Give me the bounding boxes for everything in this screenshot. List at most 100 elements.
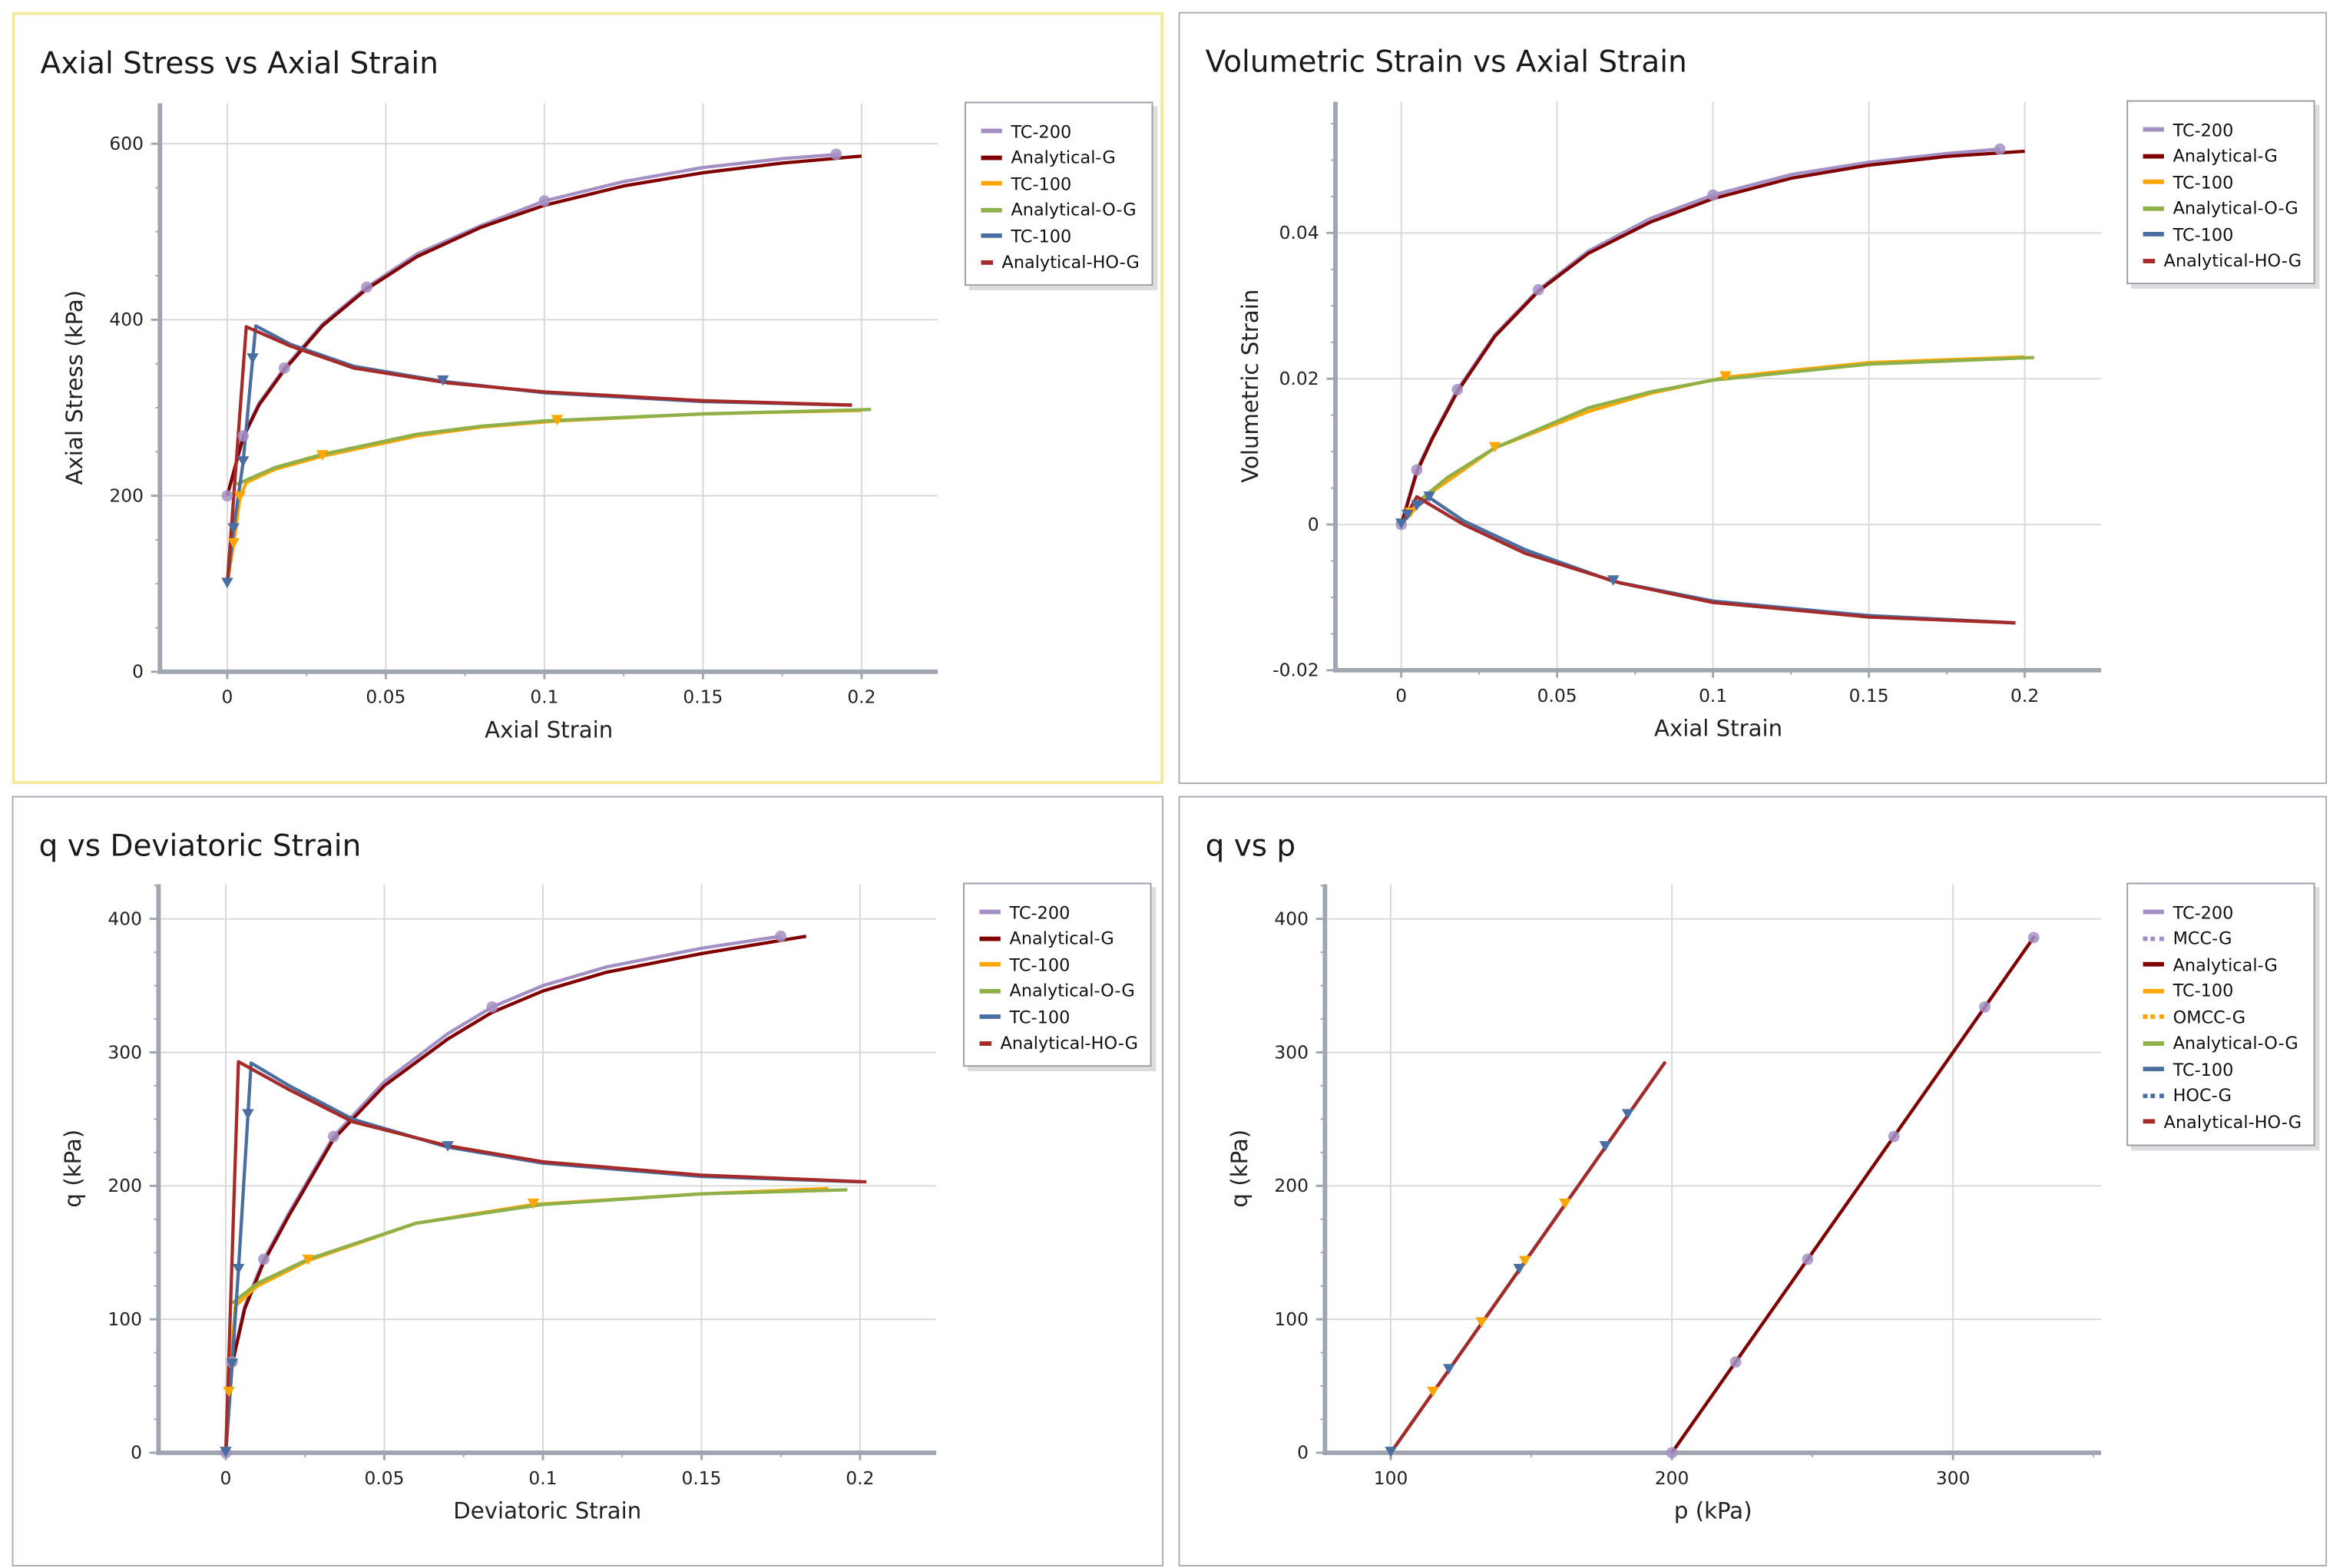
legend-item-analytical-o-g[interactable]: Analytical-O-G <box>979 978 1138 1004</box>
legend-item-mcc-g[interactable]: MCC-G <box>2143 925 2302 951</box>
legend-item-hoc-g[interactable]: HOC-G <box>2143 1083 2302 1109</box>
data-point-tc-100 <box>1488 442 1501 453</box>
x-tick-label: 0.1 <box>1699 685 1727 706</box>
legend-swatch <box>979 962 1001 968</box>
data-point-tc-100 <box>1401 509 1414 521</box>
legend-swatch <box>2143 910 2164 915</box>
data-point-tc-100 <box>1411 500 1423 511</box>
chart-panel-q-vs-deviatoric-strain[interactable]: q vs Deviatoric Strain 0 0.05 0.1 0.15 0.2 0 10… <box>12 796 1164 1566</box>
legend-item-analytical-ho-g[interactable]: Analytical-HO-G <box>979 1030 1138 1056</box>
chart-panel-q-vs-p[interactable]: q vs p 100 200 300 0 100 200 300 400 p (kPa) q (kP… <box>1178 796 2328 1566</box>
legend-swatch <box>2143 1014 2164 1020</box>
legend-swatch <box>2143 1093 2164 1098</box>
legend-label: TC-200 <box>2173 901 2234 923</box>
legend-item-analytical-ho-g[interactable]: Analytical-HO-G <box>2143 1109 2302 1135</box>
legend-swatch <box>981 260 993 265</box>
legend-label: Analytical-G <box>2173 145 2278 167</box>
data-point-tc-200 <box>486 1001 498 1013</box>
legend-item-tc-100[interactable]: TC-100 <box>979 1004 1138 1030</box>
data-point-tc-100 <box>226 1358 239 1370</box>
legend-item-analytical-g[interactable]: Analytical-G <box>2143 143 2302 169</box>
legend-item-tc-100[interactable]: TC-100 <box>2143 978 2302 1004</box>
data-point-tc-100 <box>242 1109 254 1120</box>
legend-item-analytical-o-g[interactable]: Analytical-O-G <box>2143 1030 2302 1056</box>
y-tick-label: 400 <box>108 908 142 929</box>
legend-item-tc-200[interactable]: TC-200 <box>981 118 1139 144</box>
legend-item-tc-100[interactable]: TC-100 <box>2143 221 2302 247</box>
x-tick-label: 0.05 <box>366 686 405 708</box>
y-tick-label: -0.02 <box>1272 660 1319 681</box>
legend-swatch <box>979 988 1001 994</box>
legend-item-tc-200[interactable]: TC-200 <box>2143 899 2302 925</box>
data-point-tc-200 <box>1979 1001 1990 1013</box>
legend-item-tc-100[interactable]: TC-100 <box>979 951 1138 978</box>
x-tick-label: 0.15 <box>683 686 723 708</box>
data-point-tc-200 <box>1666 1447 1678 1459</box>
legend-item-analytical-ho-g[interactable]: Analytical-HO-G <box>981 249 1140 275</box>
legend-label: TC-100 <box>2173 980 2234 1001</box>
data-point-tc-200 <box>278 362 290 374</box>
legend-item-analytical-g[interactable]: Analytical-G <box>979 925 1138 951</box>
legend-item-analytical-g[interactable]: Analytical-G <box>2143 951 2302 978</box>
data-point-tc-100 <box>220 1447 232 1457</box>
data-point-tc-200 <box>1532 283 1544 296</box>
legend-item-analytical-ho-g[interactable]: Analytical-HO-G <box>2143 247 2302 273</box>
legend-label: TC-100 <box>2173 1058 2234 1080</box>
legend-item-tc-100[interactable]: TC-100 <box>2143 169 2302 195</box>
legend-swatch <box>2143 232 2164 237</box>
legend-label: TC-100 <box>1011 225 1072 246</box>
data-point-tc-200 <box>1994 143 2006 155</box>
legend-swatch <box>979 910 1001 915</box>
data-point-tc-100 <box>237 456 250 467</box>
chart-panel-volumetric-strain-vs-axial-strain[interactable]: Volumetric Strain vs Axial Strain 0 0.05 0.… <box>1178 12 2328 784</box>
legend-item-tc-200[interactable]: TC-200 <box>979 899 1138 925</box>
data-point-tc-200 <box>361 281 373 293</box>
series-group <box>1389 935 2037 1453</box>
legend-swatch <box>981 181 1002 187</box>
legend-item-tc-100[interactable]: TC-100 <box>981 170 1139 197</box>
data-point-tc-200 <box>237 430 249 442</box>
x-tick-label: 0.2 <box>847 686 875 708</box>
data-point-tc-200 <box>258 1253 270 1265</box>
y-tick-label: 200 <box>109 485 144 506</box>
data-point-tc-100 <box>221 577 233 589</box>
data-point-tc-100 <box>227 523 240 534</box>
legend-item-tc-100[interactable]: TC-100 <box>981 223 1139 249</box>
x-tick-label: 0.2 <box>846 1467 874 1489</box>
legend-label: TC-100 <box>2173 223 2234 246</box>
chart-panel-axial-stress-vs-axial-strain[interactable]: Axial Stress vs Axial Strain 0 0.05 0.1 0.15… <box>12 12 1164 784</box>
x-tick-label: 100 <box>1374 1467 1408 1489</box>
x-axis-label: p (kPa) <box>1674 1498 1752 1524</box>
x-tick-label: 0 <box>1395 685 1407 706</box>
series-line-tc-200 <box>225 152 840 497</box>
y-axis-label: Axial Stress (kPa) <box>61 290 88 485</box>
data-point-tc-100 <box>1513 1263 1526 1275</box>
legend-swatch <box>2143 258 2155 263</box>
chart-title: q vs Deviatoric Strain <box>38 827 362 864</box>
data-point-tc-200 <box>1729 1356 1742 1368</box>
legend-swatch <box>2143 1067 2164 1072</box>
legend-item-omcc-g[interactable]: OMCC-G <box>2143 1004 2302 1030</box>
legend-label: MCC-G <box>2173 928 2232 949</box>
legend-item-analytical-o-g[interactable]: Analytical-O-G <box>2143 195 2302 221</box>
legend-item-analytical-o-g[interactable]: Analytical-O-G <box>981 197 1139 223</box>
data-point-tc-100 <box>1385 1447 1397 1457</box>
data-point-tc-100 <box>302 1254 315 1265</box>
y-tick-label: 600 <box>109 133 144 154</box>
legend-item-tc-200[interactable]: TC-200 <box>2143 117 2302 143</box>
y-tick-label: 0 <box>1297 1442 1309 1464</box>
legend-label: Analytical-HO-G <box>2163 1111 2302 1133</box>
x-tick-label: 300 <box>1936 1467 1971 1489</box>
series-line-analytical-ho-g <box>1399 495 2016 625</box>
series-group <box>1399 147 2034 625</box>
legend-label: TC-200 <box>1011 121 1072 142</box>
x-tick-label: 200 <box>1655 1467 1689 1489</box>
data-point-tc-100 <box>1395 518 1408 529</box>
legend-label: TC-100 <box>1011 173 1072 194</box>
data-point-tc-200 <box>1451 384 1464 395</box>
data-point-tc-200 <box>1707 189 1719 201</box>
legend-item-analytical-g[interactable]: Analytical-G <box>981 144 1139 170</box>
legend-item-tc-100[interactable]: TC-100 <box>2143 1057 2302 1083</box>
data-point-tc-200 <box>1411 464 1423 476</box>
